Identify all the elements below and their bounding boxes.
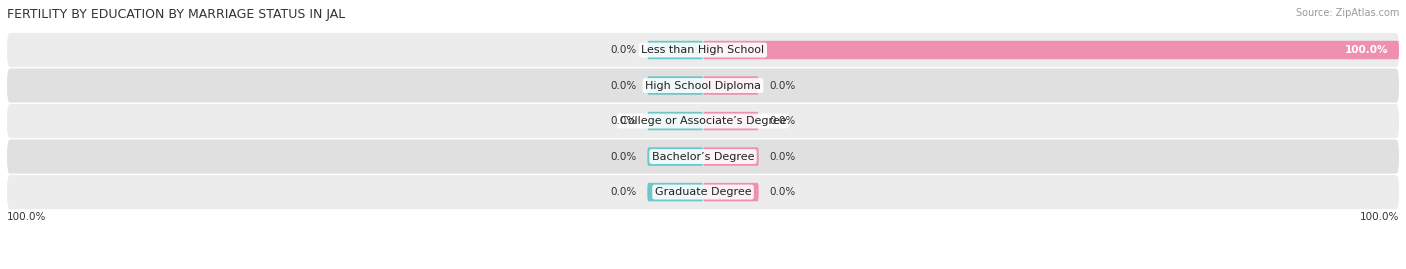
Text: 0.0%: 0.0% (610, 45, 637, 55)
FancyBboxPatch shape (703, 183, 759, 201)
Text: Less than High School: Less than High School (641, 45, 765, 55)
FancyBboxPatch shape (703, 76, 759, 95)
Text: 0.0%: 0.0% (610, 80, 637, 91)
Text: 100.0%: 100.0% (1360, 212, 1399, 222)
FancyBboxPatch shape (7, 104, 1399, 138)
FancyBboxPatch shape (647, 76, 703, 95)
FancyBboxPatch shape (703, 147, 759, 166)
Text: 0.0%: 0.0% (610, 187, 637, 197)
Text: College or Associate’s Degree: College or Associate’s Degree (620, 116, 786, 126)
Text: 0.0%: 0.0% (610, 151, 637, 162)
Text: 100.0%: 100.0% (7, 212, 46, 222)
FancyBboxPatch shape (703, 112, 759, 130)
Text: 0.0%: 0.0% (769, 151, 796, 162)
Legend: Married, Unmarried: Married, Unmarried (628, 266, 778, 269)
Text: 0.0%: 0.0% (769, 187, 796, 197)
FancyBboxPatch shape (647, 112, 703, 130)
Text: Bachelor’s Degree: Bachelor’s Degree (652, 151, 754, 162)
FancyBboxPatch shape (703, 41, 1399, 59)
FancyBboxPatch shape (7, 33, 1399, 67)
FancyBboxPatch shape (647, 147, 703, 166)
FancyBboxPatch shape (7, 140, 1399, 174)
FancyBboxPatch shape (647, 183, 703, 201)
Text: Source: ZipAtlas.com: Source: ZipAtlas.com (1295, 8, 1399, 18)
Text: 0.0%: 0.0% (610, 116, 637, 126)
Text: High School Diploma: High School Diploma (645, 80, 761, 91)
Text: 0.0%: 0.0% (769, 116, 796, 126)
Text: FERTILITY BY EDUCATION BY MARRIAGE STATUS IN JAL: FERTILITY BY EDUCATION BY MARRIAGE STATU… (7, 8, 346, 21)
FancyBboxPatch shape (7, 175, 1399, 209)
FancyBboxPatch shape (7, 69, 1399, 102)
FancyBboxPatch shape (647, 41, 703, 59)
Text: 100.0%: 100.0% (1346, 45, 1389, 55)
Text: Graduate Degree: Graduate Degree (655, 187, 751, 197)
Text: 0.0%: 0.0% (769, 80, 796, 91)
